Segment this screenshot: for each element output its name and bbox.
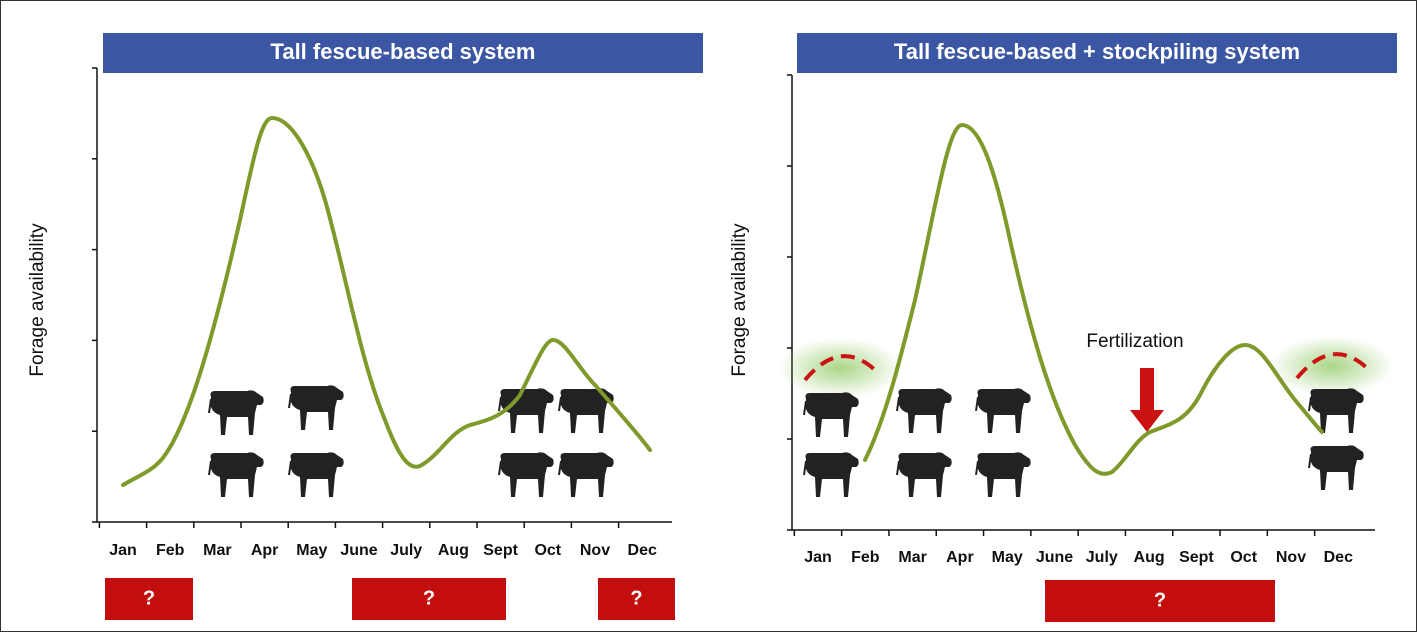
- arrow: [1130, 368, 1164, 432]
- month-label: Aug: [438, 542, 469, 559]
- y-axis-label: Forage availability: [729, 223, 750, 377]
- cow: [897, 452, 952, 497]
- gap-label: ?: [423, 587, 435, 609]
- cow: [976, 388, 1031, 433]
- gap-label: ?: [630, 587, 642, 609]
- forage-curve: [865, 125, 1322, 474]
- month-label: May: [296, 542, 327, 559]
- month-label: Oct: [1230, 549, 1257, 566]
- month-label: Feb: [851, 549, 880, 566]
- month-label: Jan: [109, 542, 137, 559]
- month-label: June: [340, 542, 377, 559]
- cow: [976, 452, 1031, 497]
- axes: [792, 75, 1375, 530]
- month-label: Jan: [804, 549, 832, 566]
- panel-title: Tall fescue-based + stockpiling system: [894, 39, 1300, 64]
- month-label: July: [1086, 549, 1118, 566]
- y-axis-label: Forage availability: [27, 223, 48, 377]
- cow: [1309, 445, 1364, 490]
- gap-label: ?: [1154, 589, 1166, 611]
- glow: [1270, 336, 1394, 396]
- month-label: Dec: [1324, 549, 1353, 566]
- month-label: Nov: [580, 542, 610, 559]
- month-label: Sept: [483, 542, 518, 559]
- month-label: Aug: [1134, 549, 1165, 566]
- annotation: Fertilization: [1086, 331, 1183, 352]
- month-label: July: [390, 542, 422, 559]
- month-label: Mar: [203, 542, 231, 559]
- cow: [209, 390, 264, 435]
- month-label: Feb: [156, 542, 185, 559]
- frame: [1, 1, 1417, 632]
- gap-label: ?: [143, 587, 155, 609]
- cow: [499, 452, 554, 497]
- month-label: Oct: [534, 542, 561, 559]
- month-label: Mar: [898, 549, 926, 566]
- cow: [289, 452, 344, 497]
- cow: [897, 388, 952, 433]
- cow: [289, 385, 344, 430]
- cow: [209, 452, 264, 497]
- cow: [804, 392, 859, 437]
- month-label: Apr: [946, 549, 974, 566]
- month-label: Nov: [1276, 549, 1306, 566]
- month-label: Apr: [251, 542, 279, 559]
- cow: [804, 452, 859, 497]
- month-label: June: [1036, 549, 1073, 566]
- month-label: Sept: [1179, 549, 1214, 566]
- month-label: Dec: [628, 542, 657, 559]
- cow: [559, 452, 614, 497]
- page: Fertilization Tall fescue-based system Fo…: [0, 0, 1417, 632]
- panel-title: Tall fescue-based system: [271, 39, 536, 64]
- glow: [778, 338, 902, 398]
- month-label: May: [992, 549, 1023, 566]
